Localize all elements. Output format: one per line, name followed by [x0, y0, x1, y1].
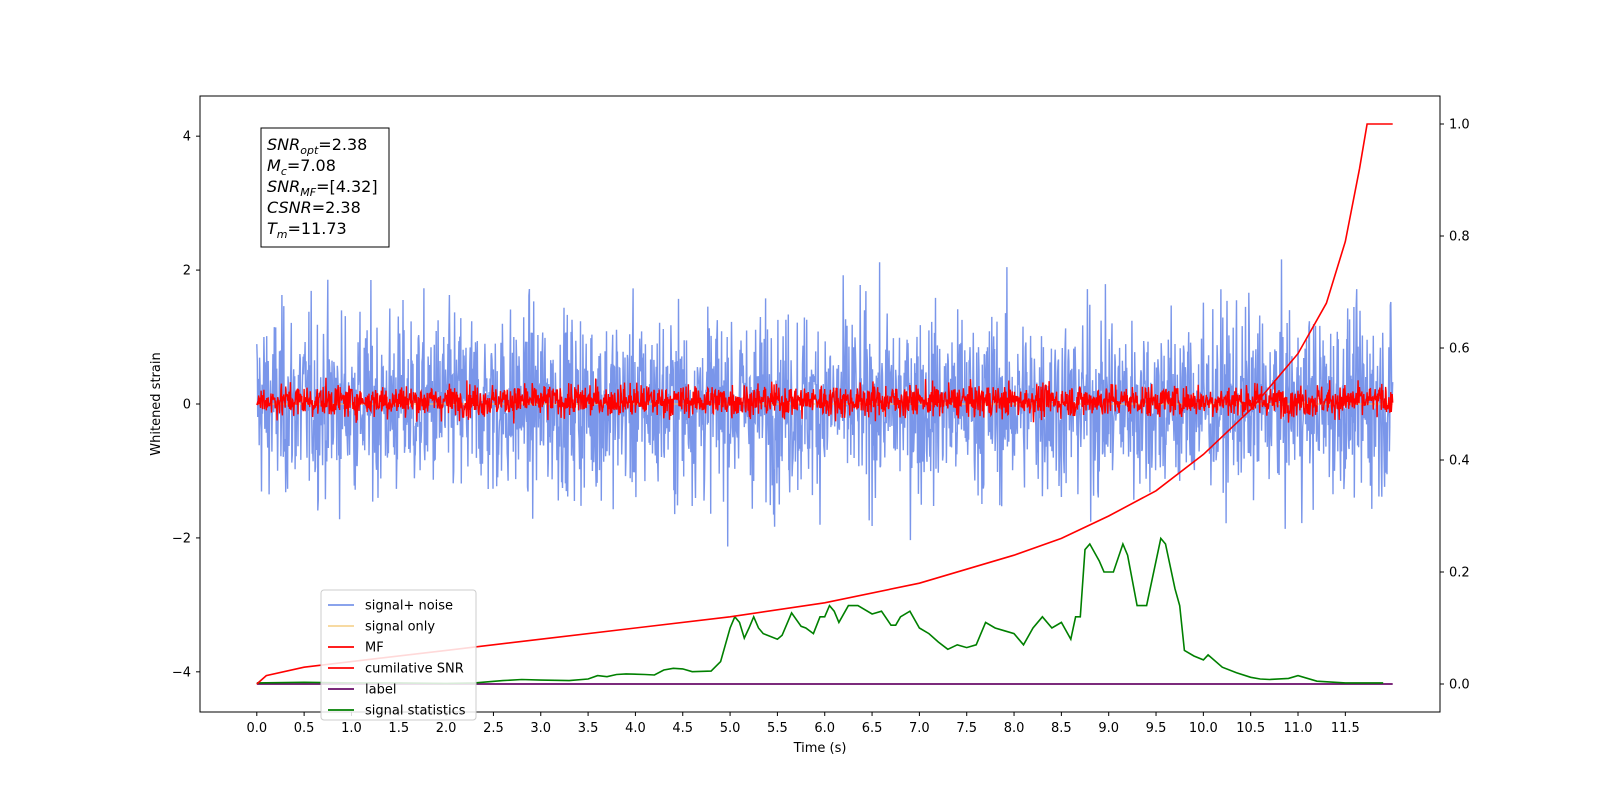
y-right-tick-label: 1.0 [1449, 118, 1470, 133]
x-tick-label: 0.0 [246, 721, 267, 736]
annotation-frame [260, 127, 390, 248]
x-tick-label: 9.5 [1146, 721, 1167, 736]
y-tick-label: 4 [183, 130, 191, 145]
x-tick-label: 5.5 [767, 721, 788, 736]
x-axis: 0.0 0.5 1.0 1.5 2.0 2.5 3.0 3.5 4.0 4.5 5.0 5.5 6.0 6… [246, 712, 1360, 736]
x-tick-label: 6.5 [862, 721, 883, 736]
legend-label: signal only [365, 620, 435, 635]
x-tick-label: 7.5 [956, 721, 977, 736]
annotation-line: SNRMF=[4.32] [267, 177, 378, 199]
y-right-tick-label: 0.4 [1449, 454, 1470, 469]
x-tick-label: 8.5 [1051, 721, 1072, 736]
y-axis-title: Whitened strain [149, 352, 164, 455]
legend-label: label [365, 683, 396, 698]
x-tick-label: 4.0 [625, 721, 646, 736]
x-tick-label: 5.0 [720, 721, 741, 736]
x-tick-label: 2.0 [436, 721, 457, 736]
y-tick-label: −4 [172, 665, 191, 680]
legend-frame [320, 589, 477, 721]
x-tick-label: 3.0 [530, 721, 551, 736]
x-tick-label: 9.0 [1098, 721, 1119, 736]
x-tick-label: 11.5 [1331, 721, 1360, 736]
signal-statistics-line [256, 536, 1384, 685]
y-tick-label: 2 [183, 264, 191, 279]
legend: signal+ noise signal only MF cumilative SNR… [320, 589, 477, 721]
x-tick-label: 11.0 [1284, 721, 1313, 736]
legend-label: signal statistics [365, 704, 466, 719]
x-tick-label: 10.5 [1236, 721, 1265, 736]
x-tick-label: 1.5 [388, 721, 409, 736]
x-tick-label: 7.0 [909, 721, 930, 736]
annotation-line: Tm=11.73 [267, 219, 347, 241]
legend-label: signal+ noise [365, 599, 453, 614]
y-right-tick-label: 0.0 [1449, 678, 1470, 693]
right-axis: 0.0 0.2 0.4 0.6 0.8 1.0 [1440, 118, 1470, 693]
left-axis: −4 −2 0 2 4 [172, 130, 200, 680]
x-tick-label: 0.5 [294, 721, 315, 736]
y-tick-label: −2 [172, 531, 191, 546]
x-tick-label: 3.5 [578, 721, 599, 736]
y-right-tick-label: 0.2 [1449, 566, 1470, 581]
x-tick-label: 1.0 [341, 721, 362, 736]
x-tick-label: 10.0 [1189, 721, 1218, 736]
signal-noise-line [256, 259, 1394, 547]
x-tick-label: 6.0 [814, 721, 835, 736]
annotation-line: SNRopt=2.38 [267, 135, 367, 157]
annotation-line: CSNR=2.38 [267, 198, 361, 217]
y-tick-label: 0 [183, 398, 191, 413]
x-tick-label: 8.0 [1004, 721, 1025, 736]
legend-label: cumilative SNR [365, 662, 464, 677]
x-tick-label: 4.5 [672, 721, 693, 736]
y-right-tick-label: 0.8 [1449, 230, 1470, 245]
annotation-line: Mc=7.08 [267, 156, 336, 178]
x-tick-label: 2.5 [483, 721, 504, 736]
y-right-tick-label: 0.6 [1449, 342, 1470, 357]
legend-label: MF [365, 641, 384, 656]
x-axis-title: Time (s) [793, 741, 847, 756]
mf-line [256, 377, 1394, 424]
